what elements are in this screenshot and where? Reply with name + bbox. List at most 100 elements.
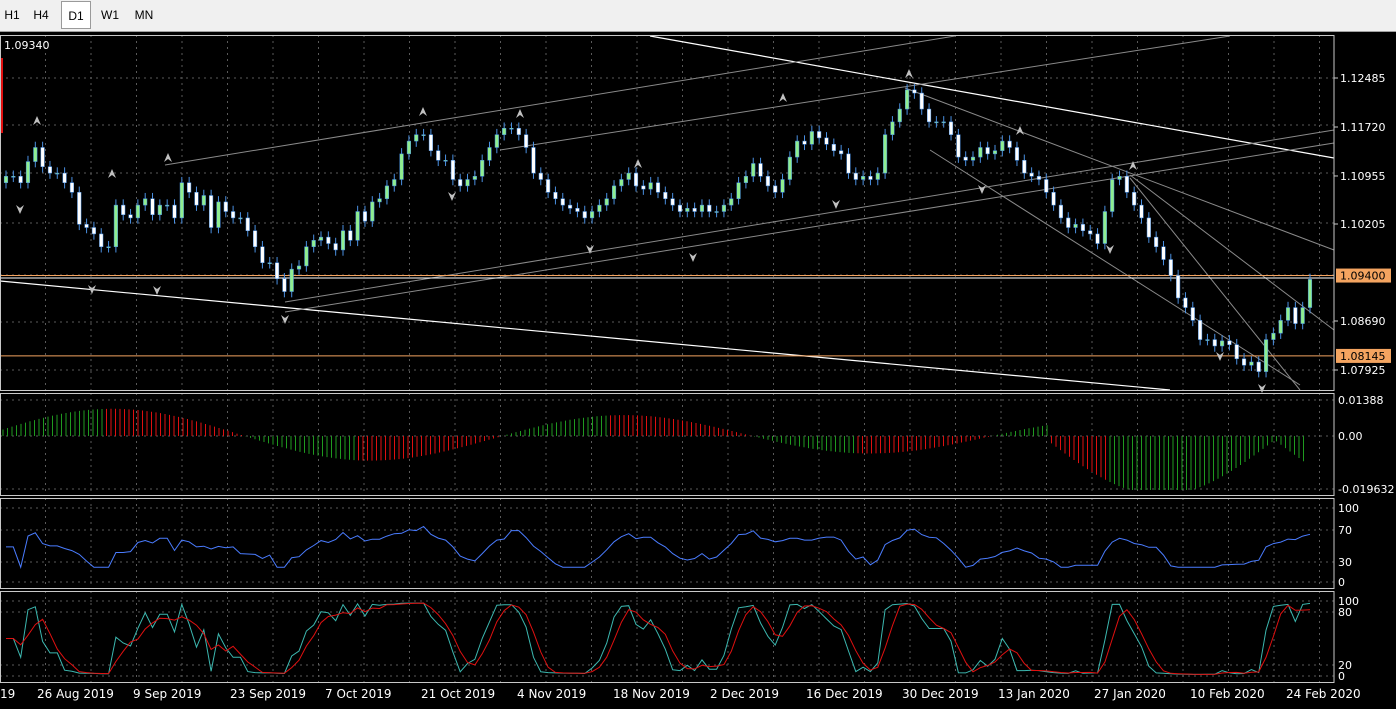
panel-frame [0,393,1335,496]
candle-body [304,246,309,267]
candle-body [194,192,199,206]
candle-body [1080,224,1085,231]
candle-body [472,176,477,180]
chart-canvas[interactable]: 1.09340 1.12485 1.11720 1.10955 1.10205 1.086… [0,33,1396,705]
candle-body [729,198,734,206]
candle-body [384,185,389,199]
candle-body [1293,307,1298,324]
candle-body [128,214,133,219]
fractal-arrow [153,286,161,295]
candle-body [25,161,31,183]
candle-body [1007,140,1012,148]
candle-body [927,108,932,123]
candle-body [106,246,111,248]
stochastic-axis-label: 100 [1338,595,1359,608]
candle-body [201,195,206,206]
candle-body [919,92,924,110]
candle-body [1256,361,1261,372]
candle-body [956,134,961,158]
candle-body [970,156,976,161]
candle-body [260,246,265,263]
candle-body [985,147,990,155]
candle-body [150,198,155,215]
timeframe-d1-button[interactable]: D1 [61,1,91,29]
fractal-arrow [33,116,41,125]
candle-body [465,179,470,187]
candle-body [1307,279,1313,308]
candle-body [428,134,433,151]
candle-body [568,204,573,209]
price-axis-label: 1.08690 [1340,315,1386,328]
chart-window[interactable]: 1.09340 1.12485 1.11720 1.10955 1.10205 1.086… [0,33,1396,705]
candle-body [948,121,954,135]
candle-body [487,147,492,161]
candle-body [692,208,697,212]
candle-body [1117,176,1122,180]
candle-body [670,198,675,206]
fractal-arrow [689,253,697,262]
candle-body [326,236,331,244]
candle-body [787,156,792,180]
candle-body [677,204,683,212]
trendline [0,280,1171,391]
candle-body [1058,204,1063,219]
candle-body [1161,246,1166,260]
candle-body [641,185,646,190]
candle-body [458,179,463,187]
candle-body [963,156,968,161]
fractal-arrow [448,192,456,201]
candle-body [406,140,411,155]
candle-body [392,179,397,187]
candle-body [47,166,53,174]
trendline [164,35,956,166]
price-level-badge [1336,268,1391,283]
timeframe-w1-button[interactable]: W1 [101,8,119,22]
fractal-arrow [779,93,787,102]
timeframe-h1-button[interactable]: H1 [4,8,20,22]
candle-body [216,201,221,228]
fractal-arrow [1258,384,1266,393]
osma-axis-label: 0.00 [1338,430,1363,443]
candle-body [33,147,38,162]
candle-body [421,134,426,136]
timeframe-toolbar: H1 H4 D1 W1 MN [0,0,1396,32]
candle-body [165,204,170,207]
candle-body [809,131,814,145]
candle-body [238,217,243,220]
timeframe-h4-button[interactable]: H4 [33,8,49,22]
candle-body [121,204,126,215]
current-price-label: 1.09340 [4,39,50,52]
price-level-badge-label: 1.09400 [1340,270,1386,283]
candle-body [941,121,946,124]
candle-body [861,176,866,180]
price-level-badge [1336,348,1391,363]
candle-body [751,163,756,177]
candle-body [758,163,763,177]
panel-frame [0,498,1335,589]
candle-body [311,240,316,247]
candle-body [524,134,529,148]
candle-body [1154,236,1159,247]
fractal-arrow [586,245,594,254]
candle-body [795,140,800,158]
candle-body [77,192,82,225]
candle-body [626,172,631,180]
candle-body [905,89,910,110]
candle-body [99,233,104,247]
candle-body [1234,344,1239,360]
panel-borders [0,35,1335,683]
candle-body [531,147,536,174]
timeframe-mn-button[interactable]: MN [134,8,154,22]
candle-body [1242,358,1247,366]
time-axis-label: 13 Jan 2020 [998,687,1070,701]
stochastic-lines [6,602,1311,675]
price-axis-label: 1.10955 [1340,170,1386,183]
price-axis-label: 1.12485 [1340,72,1386,85]
time-axis-label: 27 Jan 2020 [1094,687,1166,701]
candle-body [655,182,661,193]
candle-body [736,182,741,199]
candle-body [560,198,565,206]
candle-body [824,137,829,145]
time-axis-label: 9 Sep 2019 [133,687,201,701]
candle-body [1110,179,1115,212]
